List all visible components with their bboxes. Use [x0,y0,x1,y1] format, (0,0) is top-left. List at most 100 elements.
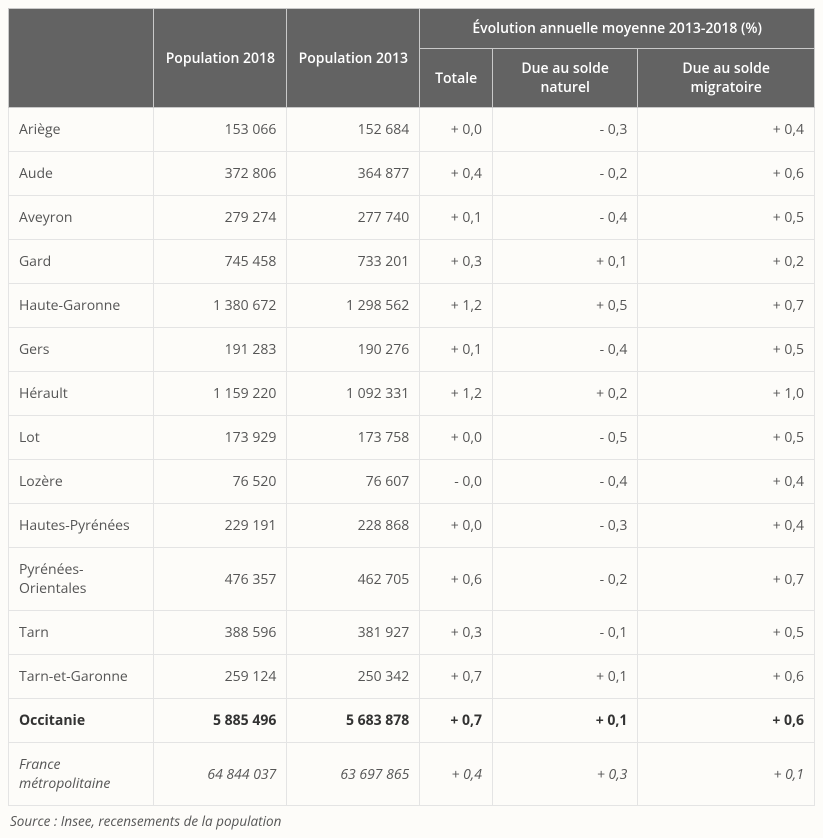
evol-naturel: - 0,5 [492,416,637,460]
pop-2013: 733 201 [287,240,420,284]
pop-2013: 228 868 [287,504,420,548]
region-name: Occitanie [9,699,154,743]
table-header: Population 2018 Population 2013 Évolutio… [9,9,815,108]
table-row: Haute-Garonne1 380 6721 298 562+ 1,2+ 0,… [9,284,815,328]
pop-2018: 76 520 [154,460,287,504]
header-migratoire: Due au solde migratoire [638,49,815,108]
evol-migratoire: + 1,0 [638,372,815,416]
pop-2013: 152 684 [287,108,420,152]
region-name: Ariège [9,108,154,152]
region-name: Lot [9,416,154,460]
header-pop2018: Population 2018 [154,9,287,108]
pop-2018: 259 124 [154,655,287,699]
header-totale: Totale [420,49,493,108]
evol-naturel: + 0,1 [492,699,637,743]
evol-totale: + 0,4 [420,743,493,806]
pop-2018: 5 885 496 [154,699,287,743]
evol-totale: - 0,0 [420,460,493,504]
pop-2018: 173 929 [154,416,287,460]
evol-migratoire: + 0,7 [638,548,815,611]
evol-totale: + 0,0 [420,416,493,460]
table-row: France métropolitaine64 844 03763 697 86… [9,743,815,806]
evol-totale: + 0,1 [420,196,493,240]
table-row: Lozère76 52076 607- 0,0- 0,4+ 0,4 [9,460,815,504]
table-row: Aude372 806364 877+ 0,4- 0,2+ 0,6 [9,152,815,196]
pop-2018: 229 191 [154,504,287,548]
pop-2013: 190 276 [287,328,420,372]
header-naturel: Due au solde naturel [492,49,637,108]
pop-2013: 277 740 [287,196,420,240]
evol-naturel: - 0,2 [492,548,637,611]
region-name: Hautes-Pyrénées [9,504,154,548]
pop-2018: 64 844 037 [154,743,287,806]
table-body: Ariège153 066152 684+ 0,0- 0,3+ 0,4Aude3… [9,108,815,806]
evol-migratoire: + 0,5 [638,416,815,460]
evol-totale: + 0,6 [420,548,493,611]
pop-2018: 191 283 [154,328,287,372]
evol-totale: + 0,3 [420,240,493,284]
evol-migratoire: + 0,6 [638,152,815,196]
evol-naturel: + 0,1 [492,240,637,284]
pop-2013: 250 342 [287,655,420,699]
evol-naturel: - 0,3 [492,504,637,548]
evol-migratoire: + 0,4 [638,504,815,548]
table-row: Occitanie5 885 4965 683 878+ 0,7+ 0,1+ 0… [9,699,815,743]
header-blank [9,9,154,108]
table-row: Ariège153 066152 684+ 0,0- 0,3+ 0,4 [9,108,815,152]
region-name: France métropolitaine [9,743,154,806]
evol-totale: + 0,1 [420,328,493,372]
evol-totale: + 0,3 [420,611,493,655]
pop-2013: 63 697 865 [287,743,420,806]
evol-naturel: - 0,4 [492,460,637,504]
evol-migratoire: + 0,4 [638,460,815,504]
pop-2018: 745 458 [154,240,287,284]
evol-naturel: + 0,2 [492,372,637,416]
evol-naturel: - 0,3 [492,108,637,152]
pop-2013: 462 705 [287,548,420,611]
evol-migratoire: + 0,1 [638,743,815,806]
evol-naturel: - 0,1 [492,611,637,655]
table-row: Aveyron279 274277 740+ 0,1- 0,4+ 0,5 [9,196,815,240]
evol-totale: + 0,4 [420,152,493,196]
region-name: Aude [9,152,154,196]
evol-migratoire: + 0,5 [638,328,815,372]
evol-naturel: + 0,1 [492,655,637,699]
source-note: Source : Insee, recensements de la popul… [8,812,815,830]
evol-migratoire: + 0,4 [638,108,815,152]
table-row: Hautes-Pyrénées229 191228 868+ 0,0- 0,3+… [9,504,815,548]
region-name: Hérault [9,372,154,416]
region-name: Pyrénées-Orientales [9,548,154,611]
table-row: Tarn-et-Garonne259 124250 342+ 0,7+ 0,1+… [9,655,815,699]
pop-2018: 1 380 672 [154,284,287,328]
pop-2013: 1 092 331 [287,372,420,416]
pop-2013: 381 927 [287,611,420,655]
pop-2013: 364 877 [287,152,420,196]
pop-2018: 279 274 [154,196,287,240]
evol-naturel: - 0,4 [492,196,637,240]
pop-2013: 1 298 562 [287,284,420,328]
evol-totale: + 0,7 [420,655,493,699]
pop-2018: 153 066 [154,108,287,152]
table-row: Pyrénées-Orientales476 357462 705+ 0,6- … [9,548,815,611]
pop-2013: 76 607 [287,460,420,504]
evol-naturel: - 0,2 [492,152,637,196]
pop-2013: 173 758 [287,416,420,460]
evol-totale: + 0,7 [420,699,493,743]
table-row: Tarn388 596381 927+ 0,3- 0,1+ 0,5 [9,611,815,655]
table-row: Gard745 458733 201+ 0,3+ 0,1+ 0,2 [9,240,815,284]
evol-totale: + 0,0 [420,504,493,548]
evol-migratoire: + 0,7 [638,284,815,328]
region-name: Gers [9,328,154,372]
evol-migratoire: + 0,6 [638,699,815,743]
pop-2018: 388 596 [154,611,287,655]
population-table: Population 2018 Population 2013 Évolutio… [8,8,815,806]
table-row: Lot173 929173 758+ 0,0- 0,5+ 0,5 [9,416,815,460]
evol-totale: + 0,0 [420,108,493,152]
evol-naturel: + 0,5 [492,284,637,328]
evol-totale: + 1,2 [420,284,493,328]
pop-2013: 5 683 878 [287,699,420,743]
region-name: Tarn-et-Garonne [9,655,154,699]
header-evolution-group: Évolution annuelle moyenne 2013-2018 (%) [420,9,815,49]
evol-naturel: + 0,3 [492,743,637,806]
pop-2018: 476 357 [154,548,287,611]
